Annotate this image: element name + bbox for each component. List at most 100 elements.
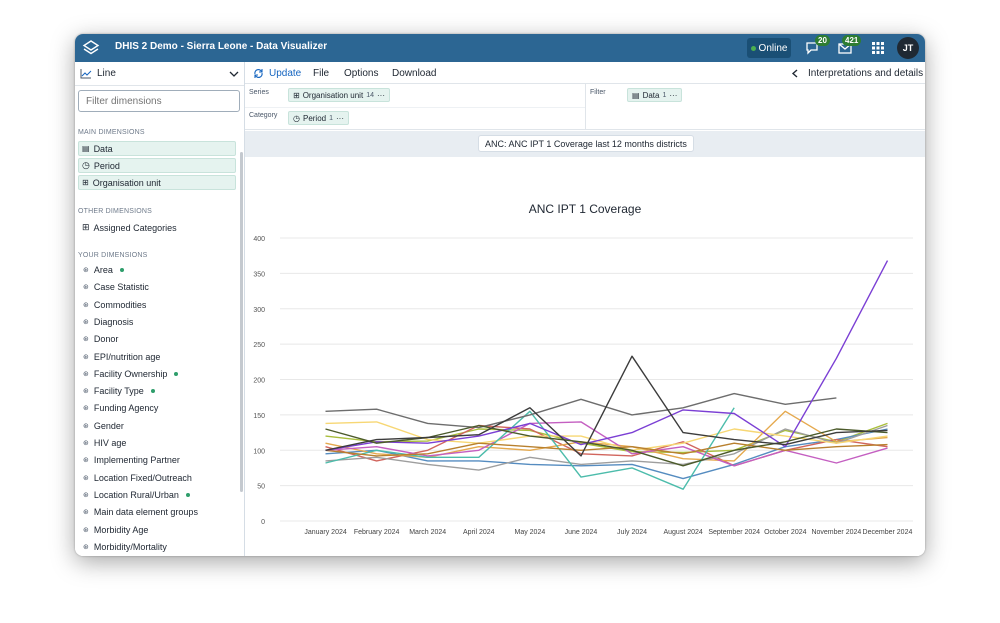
selected-dot-icon — [186, 493, 190, 497]
dimension-orgunit[interactable]: ⊞ Organisation unit — [78, 175, 236, 190]
line-chart: ANC IPT 1 Coverage 0 50 100 150 200 250 300 350 4… — [245, 157, 925, 556]
dimension-item-label: Gender — [94, 421, 124, 431]
dimension-item[interactable]: ⊛ Case Statistic — [83, 282, 149, 292]
layout-vdivider — [585, 84, 586, 130]
chart-area: ANC IPT 1 Coverage 0 50 100 150 200 250 300 350 4… — [245, 157, 925, 556]
dimension-assigned-categories[interactable]: ⊞ Assigned Categories — [82, 222, 177, 233]
y-tick-label: 50 — [257, 484, 265, 491]
dimension-item[interactable]: ⊛ Facility Type — [83, 386, 155, 396]
file-menu[interactable]: File — [313, 68, 329, 79]
y-tick-label: 300 — [253, 307, 265, 314]
category-axis-label: Category — [249, 112, 277, 119]
dimension-item[interactable]: ⊛ EPI/nutrition age — [83, 352, 160, 362]
toolbar: Update File Options Download Interpretat… — [245, 62, 925, 84]
category-chip-more[interactable]: ··· — [336, 114, 344, 123]
dimension-item-label: Morbidity Age — [94, 525, 149, 535]
series-chip-orgunit[interactable]: ⊞ Organisation unit 14 ··· — [288, 88, 390, 102]
options-menu[interactable]: Options — [344, 68, 378, 79]
filter-chip-count: 1 — [662, 92, 666, 99]
y-tick-label: 250 — [253, 342, 265, 349]
dimension-data[interactable]: ▤ Data — [78, 141, 236, 156]
dimension-item-label: Main data element groups — [94, 507, 198, 517]
y-tick-label: 400 — [253, 236, 265, 243]
dimension-icon: ⊛ — [83, 526, 89, 534]
messages-badge: 20 — [815, 35, 830, 46]
dimension-icon: ⊛ — [83, 318, 89, 326]
dimension-item[interactable]: ⊛ Location Rural/Urban — [83, 490, 190, 500]
assigned-categories-label: Assigned Categories — [94, 223, 177, 233]
apps-grid-icon[interactable] — [870, 40, 886, 56]
x-tick-label: October 2024 — [764, 529, 807, 536]
filter-chip-data[interactable]: ▤ Data 1 ··· — [627, 88, 682, 102]
dimension-item[interactable]: ⊛ Facility Ownership — [83, 369, 178, 379]
dimension-item[interactable]: ⊛ Diagnosis — [83, 317, 133, 327]
dimension-item[interactable]: ⊛ Commodities — [83, 300, 146, 310]
org-tree-icon: ⊞ — [293, 91, 300, 100]
x-tick-label: July 2024 — [617, 529, 647, 536]
series-line-moyamba[interactable] — [326, 443, 888, 456]
x-tick-label: May 2024 — [515, 529, 546, 536]
app-title: DHIS 2 Demo - Sierra Leone - Data Visual… — [115, 41, 327, 52]
dimension-item[interactable]: ⊛ Implementing Partner — [83, 455, 180, 465]
x-tick-label: September 2024 — [708, 529, 760, 536]
org-tree-icon: ⊞ — [82, 178, 89, 187]
filter-dimensions-input[interactable] — [78, 90, 240, 112]
sidebar-scrollbar[interactable] — [240, 152, 243, 492]
dimension-item[interactable]: ⊛ HIV age — [83, 438, 126, 448]
y-tick-label: 0 — [261, 519, 265, 526]
dimension-orgunit-label: Organisation unit — [93, 178, 161, 188]
x-tick-label: February 2024 — [354, 529, 400, 536]
category-chip-label: Period — [303, 114, 326, 123]
vis-type-label: Line — [97, 68, 116, 79]
dimension-item[interactable]: ⊛ Funding Agency — [83, 403, 158, 413]
category-chip-period[interactable]: ◷ Period 1 ··· — [288, 111, 349, 125]
chevron-left-icon[interactable] — [791, 69, 799, 78]
x-tick-label: June 2024 — [565, 529, 598, 536]
selected-dot-icon — [151, 389, 155, 393]
dimension-item-label: Morbidity/Mortality — [94, 542, 167, 552]
download-menu[interactable]: Download — [392, 68, 436, 79]
dimension-item-label: Case Statistic — [94, 282, 149, 292]
dimension-icon: ⊛ — [83, 283, 89, 291]
dhis2-logo-icon[interactable] — [81, 38, 101, 58]
dimension-item[interactable]: ⊛ Gender — [83, 421, 124, 431]
x-tick-label: January 2024 — [304, 529, 347, 536]
filter-chip-more[interactable]: ··· — [669, 91, 677, 100]
dimension-period[interactable]: ◷ Period — [78, 158, 236, 173]
chevron-down-icon — [229, 70, 239, 78]
dimension-item-label: Donor — [94, 334, 119, 344]
category-chip-count: 1 — [329, 115, 333, 122]
dimension-item[interactable]: ⊛ Morbidity Age — [83, 525, 148, 535]
data-icon: ▤ — [82, 144, 90, 153]
dimension-icon: ⊛ — [83, 474, 89, 482]
series-chip-more[interactable]: ··· — [377, 91, 385, 100]
series-line-tonkolili[interactable] — [326, 426, 888, 466]
update-button[interactable]: Update — [269, 68, 301, 79]
dimension-item[interactable]: ⊛ Donor — [83, 334, 118, 344]
dimension-item-label: Location Fixed/Outreach — [94, 473, 192, 483]
clock-icon: ◷ — [82, 160, 90, 171]
other-dimensions-header: OTHER DIMENSIONS — [78, 208, 152, 215]
dimension-icon: ⊛ — [83, 543, 89, 551]
x-tick-label: November 2024 — [811, 529, 861, 536]
visualization-title[interactable]: ANC: ANC IPT 1 Coverage last 12 months d… — [478, 135, 694, 152]
dimension-icon: ⊛ — [83, 404, 89, 412]
series-axis-label: Series — [249, 89, 269, 96]
dimension-item-label: Funding Agency — [94, 403, 159, 413]
online-status: Online — [747, 38, 791, 58]
user-avatar[interactable]: JT — [897, 37, 919, 59]
dimension-item[interactable]: ⊛ Main data element groups — [83, 507, 198, 517]
dimension-item[interactable]: ⊛ Location Fixed/Outreach — [83, 473, 192, 483]
dimension-item[interactable]: ⊛ Area — [83, 265, 124, 275]
update-icon — [253, 68, 264, 79]
vis-type-selector[interactable]: Line — [75, 62, 244, 86]
dimension-data-label: Data — [94, 144, 113, 154]
x-tick-label: April 2024 — [463, 529, 495, 536]
layout-area: Series ⊞ Organisation unit 14 ··· Catego… — [245, 84, 925, 130]
dimension-icon: ⊛ — [83, 301, 89, 309]
layout-divider — [245, 107, 585, 108]
dimension-item[interactable]: ⊛ Morbidity/Mortality — [83, 542, 167, 552]
y-tick-label: 100 — [253, 448, 265, 455]
dimension-icon: ⊛ — [83, 353, 89, 361]
interpretations-button[interactable]: Interpretations and details — [808, 68, 923, 79]
